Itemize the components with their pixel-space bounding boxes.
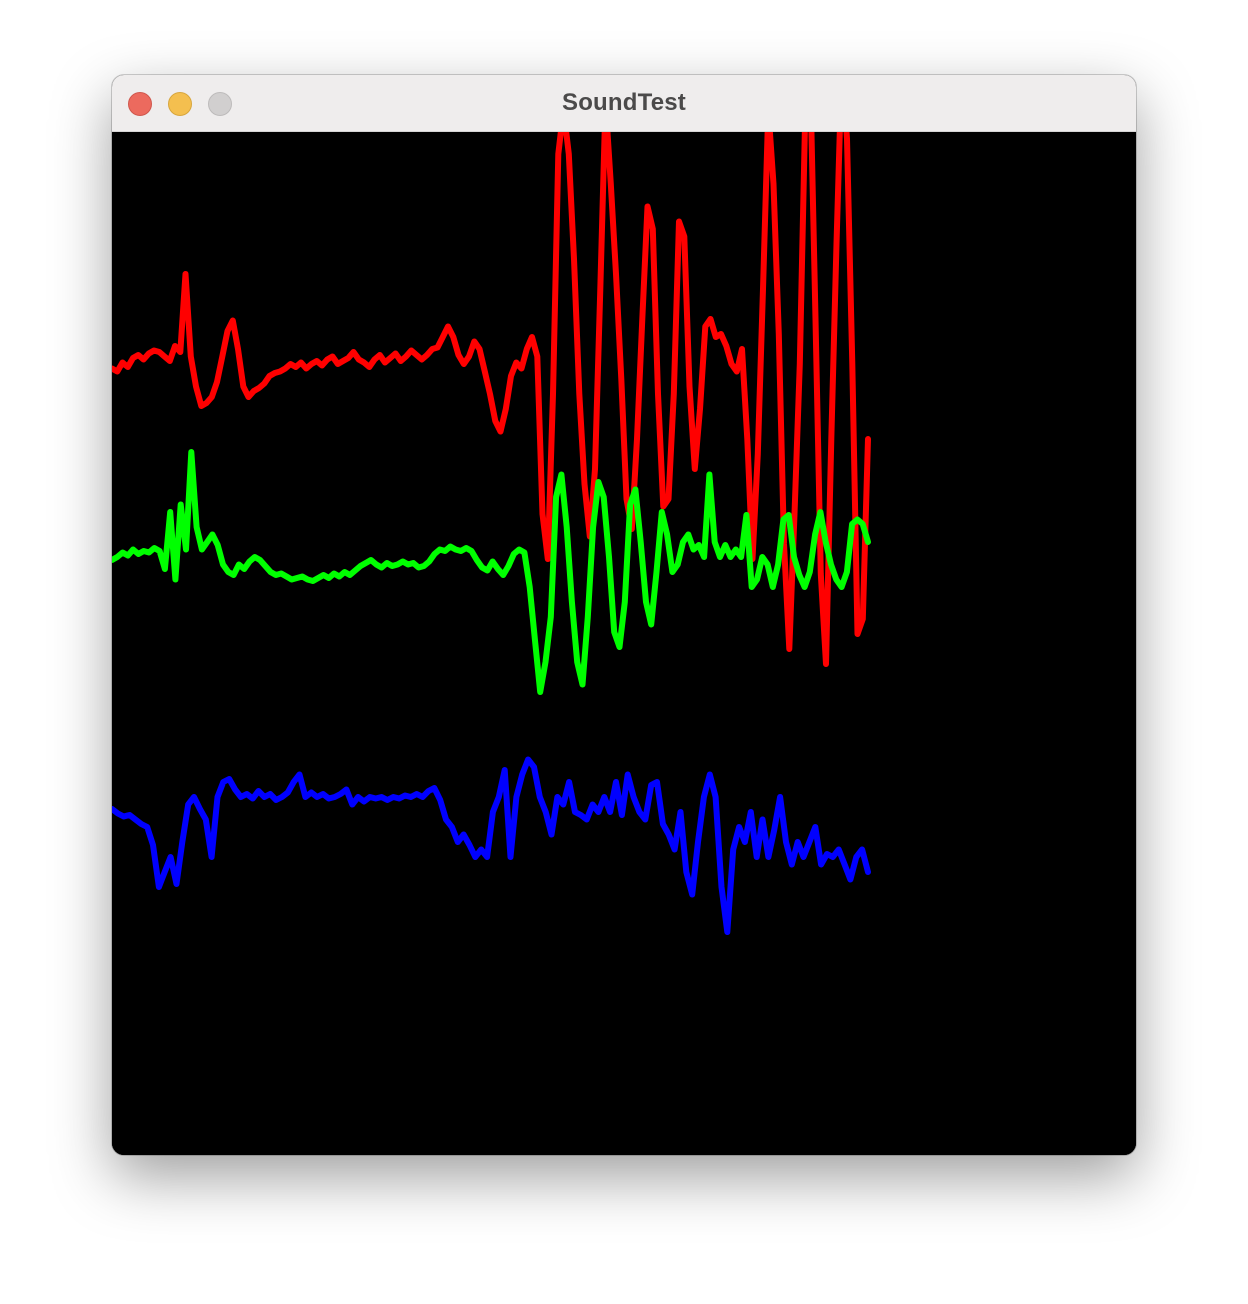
waveform-canvas — [112, 132, 1136, 1155]
waveform-plot — [112, 132, 1136, 1155]
title-bar[interactable]: SoundTest — [112, 75, 1136, 132]
blue-waveform — [112, 756, 871, 935]
close-icon[interactable] — [128, 92, 152, 116]
zoom-icon[interactable] — [208, 92, 232, 116]
green-waveform — [112, 449, 871, 695]
minimize-icon[interactable] — [168, 92, 192, 116]
canvas-background — [112, 132, 1136, 1155]
app-window: SoundTest — [112, 75, 1136, 1155]
red-waveform — [112, 132, 871, 667]
window-title: SoundTest — [561, 89, 686, 116]
